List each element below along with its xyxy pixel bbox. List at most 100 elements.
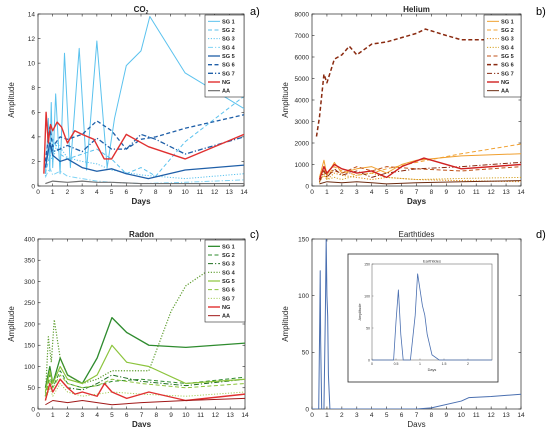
series-line-sg2 — [44, 370, 245, 397]
x-tick-label: 5 — [385, 412, 389, 419]
x-tick-label: 0 — [310, 189, 314, 196]
y-tick-label: 400 — [24, 236, 35, 243]
y-tick-label: 2 — [31, 159, 35, 166]
y-tick-label: 0 — [31, 406, 35, 413]
inset-x-tick-label: 1 — [419, 362, 421, 366]
y-tick-label: 0 — [31, 183, 35, 190]
x-tick-label: 8 — [430, 189, 434, 196]
x-tick-label: 11 — [196, 189, 203, 196]
legend-entry-label: SG 4 — [501, 45, 515, 51]
chart-title: Earthtides — [398, 230, 434, 239]
y-axis-label: Amplitude — [7, 306, 16, 342]
y-tick-label: 150 — [24, 343, 35, 350]
x-tick-label: 3 — [81, 412, 85, 419]
chart-panel-2: 0 1 2 3 4 5 6 7 8 9 10 11 12 13 1401000200030004000500… — [281, 5, 525, 206]
legend-entry-label: NG — [501, 80, 509, 86]
series-line-aa — [45, 180, 244, 185]
x-tick-label: 1 — [51, 189, 55, 196]
inset-plot-frame — [371, 263, 493, 361]
x-tick-label: 9 — [169, 189, 173, 196]
x-tick-label: 6 — [400, 189, 404, 196]
x-tick-label: 3 — [355, 412, 359, 419]
legend-entry-label: SG 5 — [222, 54, 235, 60]
series-group — [315, 28, 521, 185]
y-tick-label: 10 — [28, 60, 36, 67]
series-line-sg2 — [318, 143, 521, 180]
x-axis-label: Days — [132, 420, 152, 427]
x-tick-label: 7 — [140, 412, 144, 419]
x-tick-label: 12 — [212, 412, 220, 419]
series-line-sg3 — [319, 172, 521, 183]
x-tick-label: 5 — [110, 412, 114, 419]
series-line-earthtides — [312, 239, 521, 409]
x-tick-label: 9 — [169, 412, 173, 419]
x-tick-label: 6 — [124, 189, 128, 196]
y-tick-label: 7000 — [295, 33, 310, 40]
series-line-sg6 — [315, 28, 521, 137]
legend-entry-label: SG 2 — [501, 28, 514, 34]
y-axis-label: Amplitude — [281, 82, 290, 118]
chart-panel-4: 0 1 2 3 4 5 6 7 8 9 10 11 12 13 14050100150DaysAmplitu… — [281, 230, 525, 427]
x-tick-label: 11 — [473, 412, 480, 419]
x-tick-label: 8 — [154, 412, 158, 419]
legend-entry-label: NG — [222, 80, 230, 86]
legend-entry-label: SG 3 — [222, 262, 235, 268]
inset-title: Earthtides — [423, 259, 441, 264]
x-tick-label: 10 — [182, 189, 190, 196]
x-tick-label: 3 — [80, 189, 84, 196]
x-tick-label: 1 — [51, 412, 55, 419]
chart-panel-1: 0 1 2 3 4 5 6 7 8 9 10 11 12 13 1402468101214DaysAmpli… — [7, 5, 248, 206]
x-tick-label: 4 — [95, 412, 99, 419]
y-tick-label: 1000 — [295, 162, 310, 169]
x-tick-label: 10 — [458, 189, 466, 196]
legend-entry-label: SG 7 — [501, 71, 514, 77]
x-tick-label: 8 — [430, 412, 434, 419]
x-tick-label: 4 — [95, 189, 99, 196]
y-tick-label: 6000 — [295, 54, 310, 61]
series-line-sg1 — [44, 316, 245, 388]
y-axis-label: Amplitude — [7, 82, 16, 118]
legend-entry-label: SG 1 — [222, 19, 235, 25]
legend-entry-label: SG 1 — [501, 19, 514, 25]
series-group — [44, 244, 245, 406]
series-line-ng — [43, 111, 244, 174]
x-axis-label: Days — [131, 197, 151, 206]
y-tick-label: 8000 — [295, 11, 310, 18]
x-axis-label: Days — [407, 197, 427, 206]
legend-entry-label: SG 6 — [222, 63, 235, 69]
x-tick-label: 1 — [325, 189, 329, 196]
legend-entry-label: SG 3 — [501, 37, 514, 43]
chart-title-text: Helium — [403, 5, 430, 14]
x-tick-label: 14 — [517, 189, 525, 196]
legend-entry-label: SG 5 — [501, 54, 514, 60]
x-tick-label: 7 — [415, 412, 419, 419]
legend-entry-label: SG 3 — [222, 37, 235, 43]
x-tick-label: 13 — [502, 412, 510, 419]
legend-entry-label: SG 6 — [501, 63, 514, 69]
y-tick-label: 2000 — [295, 140, 310, 147]
series-line-sg6 — [44, 374, 245, 397]
series-line-sg7 — [318, 161, 521, 182]
y-tick-label: 3000 — [295, 119, 310, 126]
y-tick-label: 350 — [24, 258, 35, 265]
y-axis-label: Amplitude — [281, 306, 290, 342]
x-tick-label: 9 — [445, 189, 449, 196]
x-tick-label: 12 — [211, 189, 219, 196]
series-line-sg4 — [319, 172, 521, 183]
x-tick-label: 12 — [488, 412, 496, 419]
chart-title-subscript: 2 — [146, 10, 149, 16]
chart-panel-3: 0 1 2 3 4 5 6 7 8 9 10 11 12 13 1405010015020025030035… — [7, 230, 249, 427]
x-tick-label: 3 — [355, 189, 359, 196]
y-tick-label: 12 — [28, 36, 36, 43]
legend-entry-label: SG 5 — [222, 279, 235, 285]
chart-title: CO2 — [134, 5, 149, 16]
inset-x-tick-label: 2 — [467, 362, 469, 366]
x-tick-label: 4 — [370, 412, 374, 419]
y-tick-label: 100 — [298, 293, 309, 300]
inset-y-tick-label: 50 — [366, 326, 370, 330]
inset-y-tick-label: 100 — [364, 294, 370, 298]
x-tick-label: 5 — [110, 189, 114, 196]
x-tick-label: 10 — [182, 412, 190, 419]
series-line-aa — [45, 397, 245, 406]
chart-title: Radon — [129, 230, 154, 239]
